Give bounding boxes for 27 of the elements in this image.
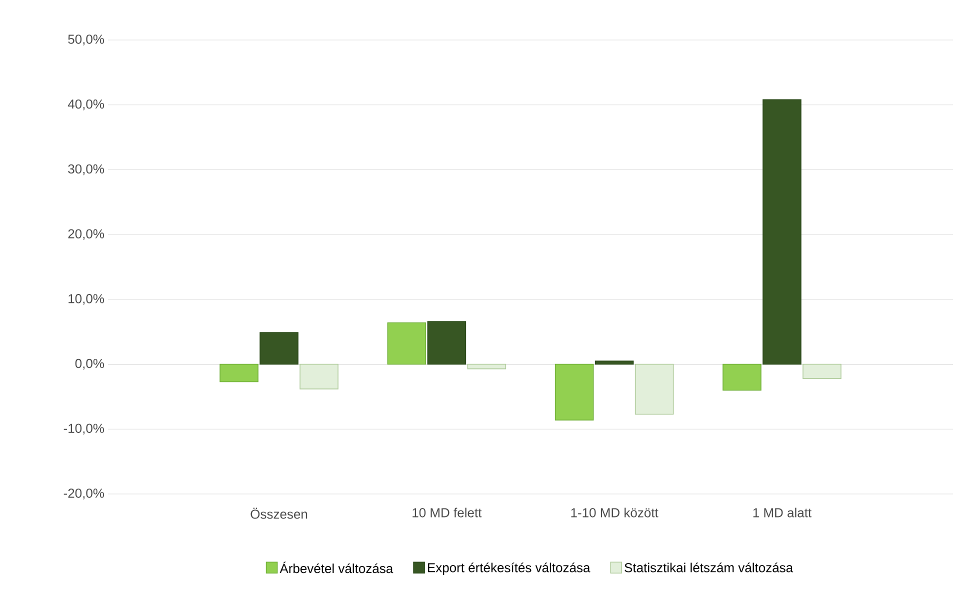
bar (594, 360, 634, 365)
bar (634, 364, 674, 415)
bar (722, 364, 762, 391)
y-tick-label: 30,0% (68, 164, 104, 176)
legend-label: Export értékesítés változása (428, 562, 590, 575)
y-tick-label: 20,0% (68, 229, 104, 240)
x-tick-label: 10 MD felett (412, 508, 482, 518)
bar (467, 364, 506, 370)
legend-label: Statisztikai létszám változása (624, 562, 794, 572)
x-tick-label: Összesen (250, 508, 308, 519)
x-tick-label: 1 MD alatt (753, 508, 812, 518)
bar (260, 332, 298, 365)
y-tick-label: -20,0% (64, 488, 104, 500)
bar (427, 321, 466, 365)
bar (762, 99, 802, 365)
bar (300, 364, 338, 390)
y-tick-label: 0,0% (75, 358, 104, 370)
y-tick-label: 10,0% (68, 294, 104, 305)
bar (220, 364, 258, 382)
y-tick-label: 40,0% (68, 99, 104, 110)
x-tick-label: 1-10 MD között (571, 508, 658, 518)
y-tick-label: 50,0% (68, 34, 104, 46)
y-tick-label: -10,0% (64, 424, 104, 434)
bar (802, 364, 842, 379)
legend-label: Árbevétel változása (280, 562, 394, 574)
bar (387, 322, 426, 365)
bar (554, 364, 594, 420)
